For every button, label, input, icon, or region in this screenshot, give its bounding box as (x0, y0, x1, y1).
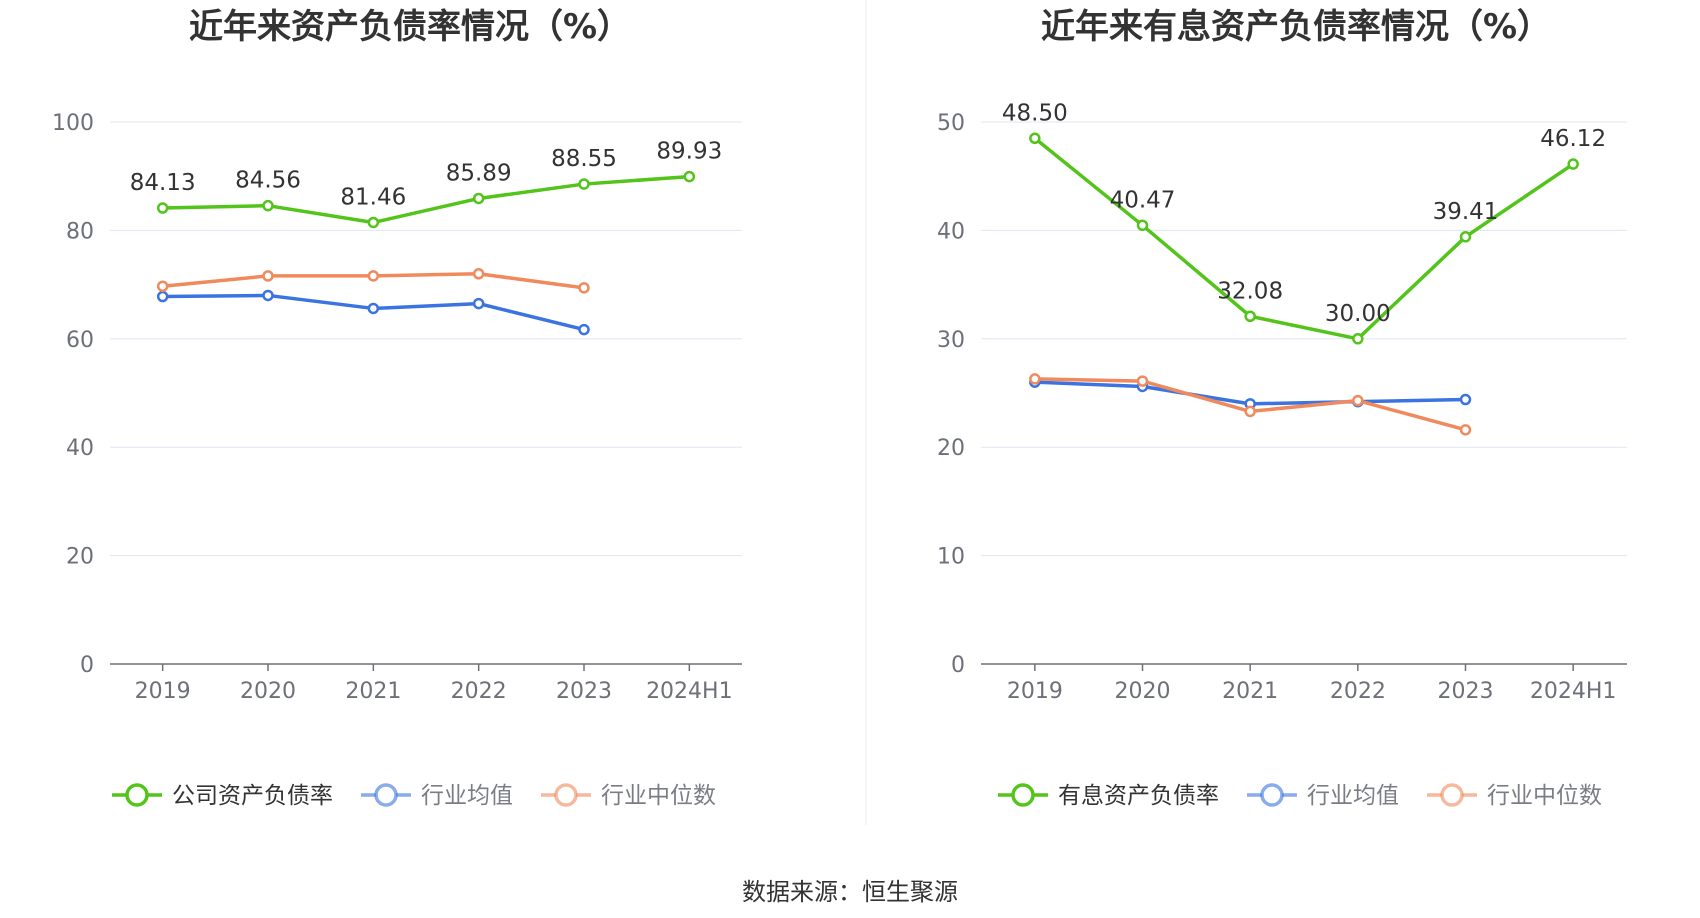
chart-panel-2: 近年来有息资产负债率情况（%） 0 10 20 30 40 50 2019 2020 2021 20… (937, 7, 1627, 809)
series-company: 48.50 40.47 32.08 30.00 39.41 46.12 (1002, 100, 1606, 345)
legend-marker (1260, 783, 1284, 807)
data-label: 30.00 (1325, 301, 1391, 327)
data-source: 数据来源：恒生聚源 (742, 878, 958, 906)
data-label: 84.56 (235, 168, 301, 194)
x-tick-label: 2022 (451, 679, 507, 704)
data-point[interactable] (156, 290, 169, 303)
data-label: 48.50 (1002, 100, 1068, 126)
legend-item[interactable]: 行业均值 (361, 783, 513, 809)
data-point[interactable] (1352, 333, 1364, 345)
y-tick-label: 50 (937, 111, 965, 136)
data-label: 88.55 (551, 146, 617, 172)
data-point[interactable] (1459, 424, 1472, 436)
data-label: 89.93 (656, 139, 722, 165)
x-tick-label: 2019 (135, 679, 191, 704)
x-tick-label: 2021 (345, 679, 401, 704)
legend-label: 有息资产负债率 (1058, 783, 1219, 809)
series-industry_avg (1029, 376, 1472, 410)
y-tick-label: 30 (937, 328, 965, 353)
legend-item[interactable]: 行业中位数 (1427, 783, 1602, 809)
x-tick-label: 2020 (1115, 679, 1171, 704)
data-label: 81.46 (340, 184, 406, 210)
data-label: 84.13 (130, 170, 196, 196)
legend-label: 行业中位数 (601, 783, 716, 809)
data-point[interactable] (367, 302, 380, 315)
x-tick-label: 2024H1 (1530, 679, 1617, 704)
legend-item[interactable]: 有息资产负债率 (998, 783, 1219, 809)
data-point[interactable] (472, 268, 485, 280)
x-tick-label: 2024H1 (646, 679, 733, 704)
data-point[interactable] (1352, 394, 1364, 407)
data-point[interactable] (578, 178, 590, 190)
data-label: 39.41 (1433, 199, 1499, 225)
data-point[interactable] (578, 323, 590, 336)
y-tick-label: 10 (937, 545, 965, 570)
data-point[interactable] (367, 270, 380, 282)
data-point[interactable] (1029, 132, 1041, 145)
data-point[interactable] (472, 192, 485, 205)
y-tick-label: 40 (66, 436, 94, 461)
legend-marker (1011, 783, 1035, 807)
data-point[interactable] (262, 289, 274, 302)
y-tick-label: 100 (52, 111, 94, 136)
data-point[interactable] (683, 170, 696, 183)
y-tick-label: 20 (66, 545, 94, 570)
series-line (162, 174, 690, 225)
data-label: 32.08 (1217, 278, 1283, 304)
x-tick-label: 2021 (1222, 679, 1278, 704)
y-tick-label: 20 (937, 436, 965, 461)
series-industry_median (156, 268, 590, 294)
legend-marker (374, 783, 398, 807)
data-label: 46.12 (1540, 126, 1606, 152)
legend-marker (554, 783, 578, 807)
series-line (1033, 136, 1575, 341)
data-point[interactable] (1567, 158, 1579, 170)
data-point[interactable] (156, 280, 169, 292)
legend-label: 行业均值 (1307, 783, 1399, 809)
legend-label: 行业中位数 (1487, 783, 1602, 809)
x-tick-label: 2023 (1438, 679, 1494, 704)
data-point[interactable] (472, 297, 485, 310)
data-point[interactable] (262, 199, 274, 212)
chart-title: 近年来有息资产负债率情况（%） (1041, 7, 1551, 47)
y-tick-label: 80 (66, 219, 94, 244)
x-tick-label: 2023 (556, 679, 612, 704)
data-point[interactable] (262, 270, 274, 282)
x-tick-label: 2022 (1330, 679, 1386, 704)
data-point[interactable] (156, 202, 169, 214)
data-point[interactable] (367, 216, 380, 229)
y-tick-label: 60 (66, 328, 94, 353)
y-tick-label: 0 (951, 653, 965, 678)
chart-title: 近年来资产负债率情况（%） (189, 7, 631, 47)
series-company: 84.13 84.56 81.46 85.89 88.55 89.93 (130, 139, 722, 229)
legend-item[interactable]: 行业均值 (1247, 783, 1399, 809)
data-point[interactable] (1244, 405, 1256, 418)
data-label: 40.47 (1110, 187, 1176, 213)
series-industry_median (1029, 373, 1472, 436)
data-point[interactable] (1244, 310, 1256, 323)
x-tick-label: 2019 (1007, 679, 1063, 704)
y-tick-label: 40 (937, 219, 965, 244)
legend-item[interactable]: 行业中位数 (541, 783, 716, 809)
data-point[interactable] (1136, 219, 1149, 232)
x-tick-label: 2020 (240, 679, 296, 704)
legend-item[interactable]: 公司资产负债率 (112, 783, 333, 809)
data-point[interactable] (578, 282, 590, 294)
data-point[interactable] (1459, 231, 1472, 243)
legend-label: 公司资产负债率 (172, 783, 333, 809)
chart-panel-1: 近年来资产负债率情况（%） 0 20 40 60 80 100 2019 2020 2021 202… (52, 7, 742, 809)
data-point[interactable] (1029, 373, 1041, 385)
legend-marker (125, 783, 149, 807)
series-industry_avg (156, 289, 590, 336)
legend-marker (1440, 783, 1464, 807)
data-point[interactable] (1136, 375, 1149, 387)
data-point[interactable] (1459, 393, 1472, 406)
legend-label: 行业均值 (421, 783, 513, 809)
data-label: 85.89 (446, 160, 512, 186)
y-tick-label: 0 (80, 653, 94, 678)
